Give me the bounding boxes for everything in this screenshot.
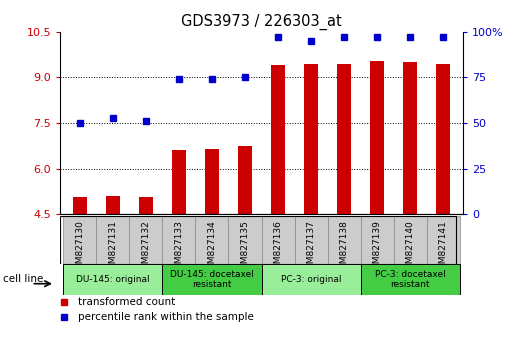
Text: GSM827134: GSM827134 [208, 220, 217, 274]
Bar [327, 216, 360, 264]
Text: cell line: cell line [3, 274, 43, 285]
Text: GSM827138: GSM827138 [339, 220, 348, 275]
Bar [172, 150, 186, 214]
Bar [436, 64, 450, 214]
Text: GSM827130: GSM827130 [75, 220, 84, 275]
Bar [196, 216, 229, 264]
Bar [237, 146, 253, 214]
Bar [229, 216, 262, 264]
Bar [393, 216, 427, 264]
Bar [63, 216, 96, 264]
Text: GSM827136: GSM827136 [274, 220, 282, 275]
Text: GDS3973 / 226303_at: GDS3973 / 226303_at [181, 14, 342, 30]
Text: GSM827135: GSM827135 [241, 220, 249, 275]
Text: GSM827140: GSM827140 [405, 220, 415, 274]
Bar [270, 65, 286, 214]
Bar [262, 264, 360, 295]
Bar [96, 216, 130, 264]
Bar [204, 149, 220, 214]
Text: GSM827131: GSM827131 [108, 220, 118, 275]
Bar [427, 216, 460, 264]
Text: percentile rank within the sample: percentile rank within the sample [78, 312, 254, 322]
Text: transformed count: transformed count [78, 297, 176, 307]
Bar [337, 64, 351, 214]
Text: GSM827137: GSM827137 [306, 220, 315, 275]
Bar [360, 264, 460, 295]
Text: GSM827133: GSM827133 [175, 220, 184, 275]
Bar [73, 198, 87, 214]
Bar [139, 198, 153, 214]
Bar [163, 264, 262, 295]
Text: GSM827132: GSM827132 [141, 220, 151, 274]
Bar [130, 216, 163, 264]
Bar [163, 216, 196, 264]
Bar [106, 196, 120, 214]
Bar [403, 62, 417, 214]
Bar [63, 264, 163, 295]
Text: DU-145: docetaxel
resistant: DU-145: docetaxel resistant [170, 270, 254, 289]
Bar [303, 64, 319, 214]
Text: PC-3: docetaxel
resistant: PC-3: docetaxel resistant [374, 270, 446, 289]
Bar [262, 216, 294, 264]
Text: GSM827139: GSM827139 [372, 220, 382, 275]
Text: PC-3: original: PC-3: original [281, 275, 342, 284]
Text: DU-145: original: DU-145: original [76, 275, 150, 284]
Bar [360, 216, 393, 264]
Bar [294, 216, 327, 264]
Text: GSM827141: GSM827141 [439, 220, 448, 274]
Bar [370, 61, 384, 214]
